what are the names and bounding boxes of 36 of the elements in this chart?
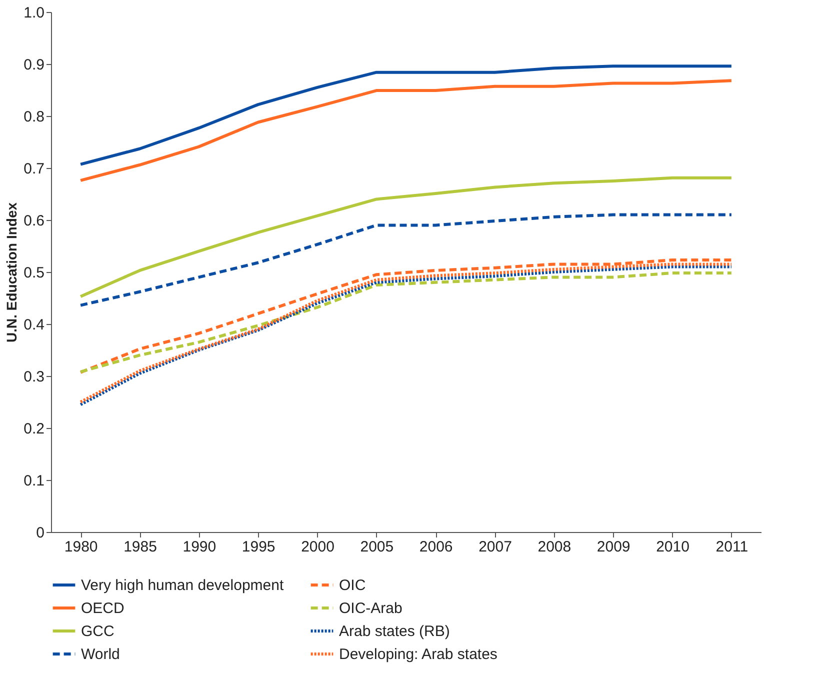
legend-label: OECD (81, 600, 125, 617)
line-series (79, 176, 733, 298)
y-tick-label: 0.9 (24, 56, 44, 74)
x-tick-label: 2000 (301, 538, 334, 556)
y-tick-label: 0.8 (24, 108, 44, 126)
y-tick-label: 0.2 (24, 420, 44, 438)
x-tick-label: 2006 (419, 538, 453, 556)
legend-label: Arab states (RB) (339, 623, 450, 640)
x-tick-label: 1985 (124, 538, 157, 556)
y-tick-label: 0.6 (24, 212, 44, 230)
legend-label: Developing: Arab states (339, 646, 498, 663)
x-tick-label: 2008 (538, 538, 572, 556)
y-tick-label: 0.3 (24, 368, 44, 386)
y-tick-label: 0.1 (24, 472, 44, 490)
legend-label: World (81, 646, 120, 663)
x-tick-label: 1995 (242, 538, 276, 556)
line-series (79, 64, 733, 166)
x-tick-label: 1990 (182, 538, 216, 556)
y-tick-label: 0 (36, 524, 44, 542)
x-tick-label: 2009 (596, 538, 630, 556)
x-tick-label: 2005 (360, 538, 394, 556)
legend-label: Very high human development (81, 577, 284, 594)
y-tick-label: 1.0 (24, 4, 44, 22)
x-tick-label: 2010 (656, 538, 690, 556)
x-tick-label: 1980 (64, 538, 98, 556)
legend-label: GCC (81, 623, 114, 640)
line-series (79, 213, 733, 307)
y-tick-label: 0.4 (24, 316, 44, 334)
y-axis-title: U.N. Education Index (4, 202, 20, 343)
y-tick-label: 0.7 (24, 160, 44, 178)
legend-label: OIC (339, 577, 366, 594)
legend-label: OIC-Arab (339, 600, 402, 617)
x-tick-label: 2011 (716, 538, 748, 556)
x-tick-label: 2007 (478, 538, 512, 556)
y-tick-label: 0.5 (24, 264, 44, 282)
line-series (79, 79, 733, 182)
